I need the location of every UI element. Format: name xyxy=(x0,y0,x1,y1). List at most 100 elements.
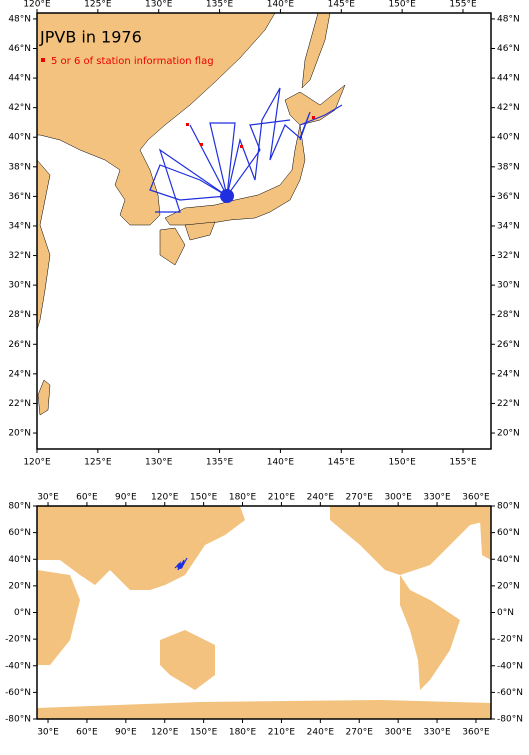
y-tick-label: 20°N xyxy=(497,581,520,591)
track xyxy=(226,87,311,197)
x-tick-label: 150°E xyxy=(190,728,218,738)
x-tick-label: 130°E xyxy=(145,458,173,468)
land xyxy=(37,506,245,590)
x-tick-label: 125°E xyxy=(84,0,112,10)
y-tick-label: 34°N xyxy=(8,221,31,231)
station-cluster xyxy=(220,189,234,203)
y-tick-label: 20°N xyxy=(8,581,31,591)
y-tick-label: 40°N xyxy=(8,555,31,565)
land xyxy=(164,124,306,226)
flag-station xyxy=(186,123,189,126)
x-tick-label: 30°E xyxy=(37,493,59,503)
map-title: JPVB in 1976 xyxy=(39,28,142,47)
y-tick-label: -20°N xyxy=(497,635,523,645)
x-tick-label: 240°E xyxy=(307,493,335,503)
station-tracks xyxy=(149,87,343,213)
track xyxy=(155,122,236,213)
y-tick-label: 20°N xyxy=(497,429,520,439)
y-tick-label: 24°N xyxy=(497,369,520,379)
x-tick-label: 145°E xyxy=(328,458,356,468)
land xyxy=(480,515,491,560)
y-tick-label: 40°N xyxy=(497,133,520,143)
land xyxy=(330,506,491,575)
y-tick-label: 32°N xyxy=(497,251,520,261)
y-tick-label: 60°N xyxy=(497,528,520,538)
land xyxy=(184,221,216,241)
y-tick-label: 34°N xyxy=(497,221,520,231)
y-tick-label: 0°N xyxy=(14,608,31,618)
y-tick-label: 20°N xyxy=(8,429,31,439)
y-tick-label: 26°N xyxy=(8,340,31,350)
x-tick-label: 155°E xyxy=(449,0,477,10)
y-tick-label: 30°N xyxy=(497,281,520,291)
x-tick-label: 270°E xyxy=(346,728,374,738)
y-tick-label: 48°N xyxy=(497,14,520,24)
world-map xyxy=(36,505,492,720)
y-tick-label: 38°N xyxy=(497,162,520,172)
y-tick-label: 22°N xyxy=(497,399,520,409)
x-tick-label: 135°E xyxy=(206,458,234,468)
x-tick-label: 120°E xyxy=(23,458,51,468)
x-tick-label: 140°E xyxy=(267,458,295,468)
y-tick-label: 40°N xyxy=(497,555,520,565)
y-tick-label: -40°N xyxy=(5,661,31,671)
x-tick-label: 130°E xyxy=(145,0,173,10)
y-tick-label: 28°N xyxy=(8,310,31,320)
land xyxy=(37,700,491,719)
y-tick-label: 48°N xyxy=(8,14,31,24)
y-tick-label: 46°N xyxy=(497,44,520,54)
x-tick-label: 30°E xyxy=(37,728,59,738)
track xyxy=(299,104,343,126)
x-tick-label: 60°E xyxy=(76,493,98,503)
y-tick-label: 36°N xyxy=(497,192,520,202)
x-tick-label: 360°E xyxy=(462,728,490,738)
land xyxy=(36,12,276,226)
land xyxy=(159,227,186,266)
y-tick-label: 30°N xyxy=(8,281,31,291)
x-tick-label: 90°E xyxy=(115,728,137,738)
y-tick-label: 26°N xyxy=(497,340,520,350)
y-tick-label: 28°N xyxy=(497,310,520,320)
x-tick-label: 155°E xyxy=(449,458,477,468)
land xyxy=(37,570,80,665)
x-tick-label: 150°E xyxy=(388,458,416,468)
x-tick-label: 140°E xyxy=(267,0,295,10)
y-tick-label: 60°N xyxy=(8,528,31,538)
y-tick-label: 22°N xyxy=(8,399,31,409)
y-tick-label: 32°N xyxy=(8,251,31,261)
x-tick-label: 180°E xyxy=(229,493,257,503)
flag-station xyxy=(312,116,315,119)
x-tick-label: 360°E xyxy=(462,493,490,503)
y-tick-label: 80°N xyxy=(497,502,520,512)
flag-station xyxy=(240,145,243,148)
y-tick-label: 42°N xyxy=(497,103,520,113)
station-cluster xyxy=(177,563,183,569)
land xyxy=(37,379,51,416)
regional-map: JPVB in 1976 5 or 6 of station informati… xyxy=(36,12,492,450)
legend-label: 5 or 6 of station information flag xyxy=(51,56,214,67)
x-tick-label: 150°E xyxy=(190,493,218,503)
x-tick-label: 300°E xyxy=(384,728,412,738)
x-tick-label: 240°E xyxy=(307,728,335,738)
x-tick-label: 210°E xyxy=(268,493,296,503)
y-tick-label: 40°N xyxy=(8,133,31,143)
y-tick-label: 24°N xyxy=(8,369,31,379)
station-tracks xyxy=(174,557,188,571)
x-tick-label: 125°E xyxy=(84,458,112,468)
y-tick-label: -80°N xyxy=(497,715,523,725)
y-tick-label: 38°N xyxy=(8,162,31,172)
y-tick-label: 36°N xyxy=(8,192,31,202)
x-tick-label: 135°E xyxy=(206,0,234,10)
legend-marker xyxy=(41,58,45,62)
x-tick-label: 120°E xyxy=(151,493,179,503)
y-tick-label: 46°N xyxy=(8,44,31,54)
track xyxy=(149,119,291,201)
y-tick-label: -80°N xyxy=(5,715,31,725)
flag-station xyxy=(200,143,203,146)
y-tick-label: 42°N xyxy=(8,103,31,113)
x-tick-label: 330°E xyxy=(423,728,451,738)
x-tick-label: 60°E xyxy=(76,728,98,738)
y-tick-label: 80°N xyxy=(8,502,31,512)
y-tick-label: -20°N xyxy=(5,635,31,645)
